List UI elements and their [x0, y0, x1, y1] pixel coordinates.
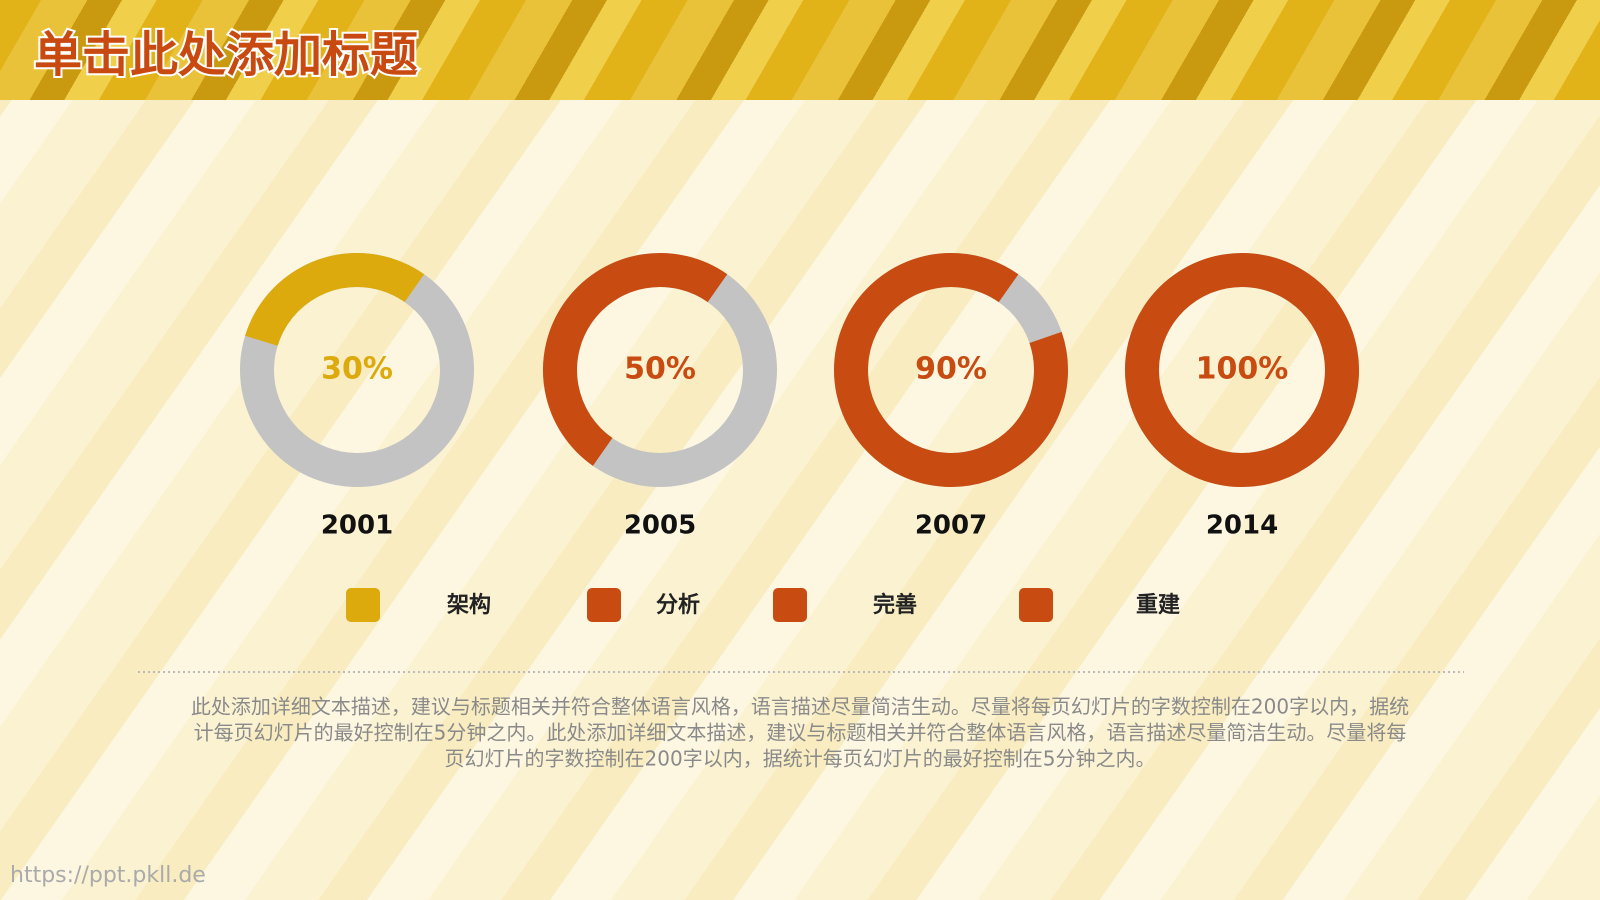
legend-label: 完善 [873, 592, 917, 618]
legend-swatch [587, 588, 621, 622]
category-label: 2014 [1206, 511, 1278, 541]
watermark: https://ppt.pkll.de [10, 863, 206, 888]
legend-swatch [773, 588, 807, 622]
value-label: 30% [321, 352, 393, 387]
legend-label: 重建 [1136, 593, 1180, 618]
legend-label: 分析 [656, 593, 700, 618]
header-band [0, 0, 1600, 100]
legend-label: 架构 [447, 592, 491, 618]
description-line: 页幻灯片的字数控制在200字以内，据统计每页幻灯片的最好控制在5分钟之内。 [445, 747, 1156, 771]
category-label: 2005 [624, 511, 696, 541]
legend-swatch [1019, 588, 1053, 622]
donut-arc [1125, 253, 1359, 487]
legend-swatch [346, 588, 380, 622]
slide-title: 单击此处添加标题 [34, 27, 418, 83]
value-label: 100% [1196, 352, 1289, 387]
category-label: 2007 [915, 511, 987, 541]
donut-arc [834, 253, 1068, 487]
donut-arc [543, 253, 777, 487]
description-line: 计每页幻灯片的最好控制在5分钟之内。此处添加详细文本描述，建议与标题相关并符合整… [194, 721, 1407, 745]
category-label: 2001 [321, 511, 393, 541]
description-line: 此处添加详细文本描述，建议与标题相关并符合整体语言风格，语言描述尽量简洁生动。尽… [191, 695, 1409, 719]
donut-arc [240, 252, 474, 487]
value-label: 90% [915, 352, 987, 387]
value-label: 50% [624, 352, 696, 387]
